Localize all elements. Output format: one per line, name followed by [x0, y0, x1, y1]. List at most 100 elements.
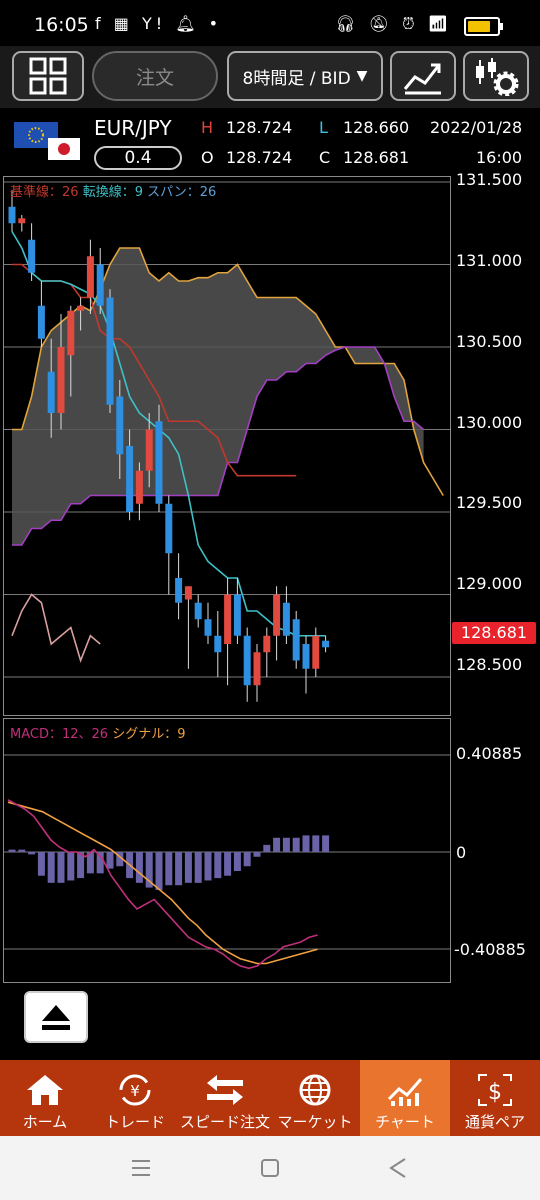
candle-body: [135, 470, 143, 504]
headset-icon: 🎧︎: [335, 14, 360, 33]
price-tick: 129.000: [456, 574, 523, 593]
candle-body: [18, 218, 26, 224]
bar-date: 2022/01/28: [430, 118, 523, 137]
candle-body: [155, 421, 163, 504]
macd-histogram-bar: [224, 852, 232, 876]
nav-label: ホーム: [22, 1113, 68, 1131]
macd-histogram-bar: [194, 852, 202, 883]
macd-panel[interactable]: MACD：12、26 シグナル：9: [3, 718, 451, 983]
macd-histogram-bar: [263, 844, 271, 852]
high-label: H: [201, 118, 214, 137]
home-icon: [27, 1075, 63, 1105]
macd-histogram-bar: [77, 852, 85, 879]
macd-tick: -0.40885: [454, 940, 526, 959]
candle-body: [47, 371, 55, 413]
macd-tick: 0.40885: [456, 744, 523, 763]
candle-body: [214, 635, 222, 653]
order-button[interactable]: 注文: [92, 51, 218, 101]
nav-trade[interactable]: ¥ トレード: [90, 1060, 180, 1136]
menu-grid-button[interactable]: [12, 51, 84, 101]
bell-icon: 🔔︎: [175, 14, 200, 33]
facebook-icon: f: [95, 14, 105, 33]
macd-histogram-bar: [322, 835, 330, 852]
line-chart-icon: [403, 63, 441, 95]
candle-body: [204, 619, 212, 636]
alarm-icon: ⏰︎: [402, 14, 419, 33]
qr-icon: ▦: [113, 14, 133, 33]
candle-body: [312, 635, 320, 669]
svg-text:$: $: [488, 1080, 502, 1105]
close-value: 128.681: [343, 148, 410, 167]
nav-label: マーケット: [277, 1113, 353, 1131]
back-icon[interactable]: [387, 1157, 409, 1179]
macd-chart[interactable]: [4, 719, 450, 982]
macd-histogram-bar: [165, 852, 173, 886]
nav-label: 通貨ペア: [465, 1113, 526, 1131]
currency-pair-icon: $: [478, 1074, 513, 1106]
price-tick: 128.500: [456, 655, 523, 674]
macd-histogram-bar: [253, 852, 261, 857]
trade-icon: ¥: [119, 1074, 151, 1106]
price-chart[interactable]: [4, 177, 450, 715]
period-select[interactable]: 8時間足 / BID ▼: [227, 51, 383, 101]
price-chart-panel[interactable]: 基準線：26 転換線：9 スパン：26: [3, 176, 451, 716]
eject-icon: [42, 1005, 70, 1030]
macd-histogram-bar: [273, 837, 281, 852]
collapse-panel-button[interactable]: [24, 991, 88, 1043]
nav-speed-order[interactable]: スピード注文: [180, 1060, 270, 1136]
high-value: 128.724: [226, 118, 293, 137]
grid-icon: [29, 57, 67, 95]
low-label: L: [319, 118, 328, 137]
macd-histogram-bar: [145, 852, 153, 888]
price-tick: 131.000: [456, 251, 523, 270]
currency-pair: EUR/JPY: [94, 116, 172, 140]
macd-histogram-bar: [184, 852, 192, 883]
speed-order-icon: [207, 1075, 243, 1105]
nav-label: トレード: [104, 1113, 165, 1131]
macd-histogram-bar: [37, 852, 45, 876]
candle-body: [175, 578, 183, 603]
candle-body: [322, 640, 330, 648]
macd-histogram-bar: [214, 852, 222, 879]
macd-line: [7, 799, 318, 970]
candle-body: [116, 396, 124, 455]
tenkan-legend: 転換線：9: [82, 185, 143, 200]
home-button-icon[interactable]: [259, 1158, 281, 1178]
ichimoku-cloud: [12, 248, 424, 545]
price-tick: 129.500: [456, 493, 523, 512]
chart-type-button[interactable]: [390, 51, 456, 101]
nav-chart[interactable]: チャート: [360, 1060, 451, 1136]
nav-market[interactable]: マーケット: [270, 1060, 360, 1136]
chart-settings-button[interactable]: [463, 51, 529, 101]
jp-flag-icon: [48, 138, 80, 164]
candle-body: [145, 429, 153, 471]
candle-body: [96, 264, 104, 306]
nav-home[interactable]: ホーム: [0, 1060, 90, 1136]
macd-histogram-bar: [312, 835, 320, 852]
kijun-legend: 基準線：26: [10, 185, 79, 200]
candle-body: [106, 297, 114, 405]
bar-time: 16:00: [476, 148, 523, 167]
macd-histogram-bar: [135, 852, 143, 883]
notification-icons: f ▦ Y! 🔔︎ •: [95, 14, 222, 33]
candle-settings-icon: [476, 58, 519, 96]
macd-tick: 0: [456, 843, 467, 862]
candle-body: [67, 310, 75, 356]
recent-apps-icon[interactable]: [130, 1158, 152, 1178]
candle-body: [224, 594, 232, 644]
clock: 16:05: [34, 14, 89, 36]
macd-histogram-bar: [8, 849, 16, 852]
macd-histogram-bar: [282, 837, 290, 852]
price-tick: 131.500: [456, 170, 523, 189]
low-value: 128.660: [343, 118, 410, 137]
macd-histogram-bar: [302, 835, 310, 852]
macd-histogram-bar: [96, 852, 104, 874]
dot-icon: •: [208, 14, 223, 33]
price-axis: 131.500 131.000 130.500 130.000 129.500 …: [452, 170, 540, 710]
candle-body: [57, 347, 65, 413]
signal-line: [7, 801, 318, 965]
toolbar: 注文 8時間足 / BID ▼: [0, 46, 540, 108]
candle-body: [233, 594, 241, 636]
nav-currency-pair[interactable]: $ 通貨ペア: [450, 1060, 540, 1136]
bottom-nav: ホーム ¥ トレード スピード注文 マーケット チャート $ 通貨ペア: [0, 1060, 540, 1136]
